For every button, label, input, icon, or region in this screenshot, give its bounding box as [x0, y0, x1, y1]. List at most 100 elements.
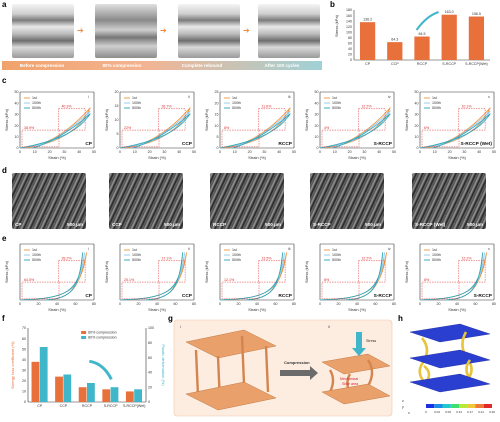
legend-label: 100th [432, 101, 441, 105]
scale-bar-label: 500 μm [467, 222, 483, 227]
y-tick-left: 30 [22, 368, 26, 372]
stress-strain-curve [419, 252, 485, 301]
colorbar-segment [483, 404, 492, 408]
legend-label: 500th [32, 258, 41, 262]
annotation-bottom: 6% [424, 126, 430, 130]
y-tick-label: 20 [315, 124, 319, 128]
legend-label: 1st [32, 248, 37, 252]
x-tick-label: CP [365, 62, 371, 66]
photo-after-100-cycles [258, 4, 320, 58]
roman-numeral: i [88, 247, 89, 251]
y-tick-right: 80 [148, 341, 152, 345]
x-axis-label: Strain (%) [348, 155, 366, 160]
x-tick-label: RCCP [82, 404, 93, 408]
colorbar-tick: 0.17 [467, 410, 473, 414]
colorbar-tick: 0 [425, 410, 427, 414]
colorbar-tick: 0.26 [489, 410, 495, 414]
legend-label: 500th [132, 106, 141, 110]
x-tick-label: 10 [433, 150, 437, 154]
x-tick-label: 50 [392, 150, 396, 154]
x-tick-label: 20 [448, 150, 452, 154]
legend-label: 1st [432, 248, 437, 252]
x-tick-label: 50 [492, 150, 496, 154]
stress-strain-curve [19, 113, 91, 149]
annotation-bottom: 12.1% [224, 278, 235, 282]
y-axis-label: Stress (kPa) [334, 14, 339, 37]
y-tick-label: 25 [215, 90, 219, 94]
x-tick-label: S-RCCP [104, 404, 118, 408]
y-tick-right: 100 [148, 326, 154, 330]
legend-label: 1st [232, 96, 237, 100]
x-tick-label: 60 [274, 302, 278, 306]
x-tick-label: 30 [262, 150, 266, 154]
arrow-icon: ➔ [160, 26, 167, 35]
annotation-top: 11.6% [261, 105, 272, 109]
y-axis-label: Stress (kPa) [404, 260, 409, 283]
y-axis-label: Stress (kPa) [404, 108, 409, 131]
y-tick-left: 70 [22, 326, 26, 330]
y-tick-label: 10 [15, 135, 19, 139]
y-tick-label: 5 [117, 132, 119, 136]
legend-label: 1st [132, 248, 137, 252]
legend-label: 1st [132, 96, 137, 100]
y-tick-label: 10 [215, 124, 219, 128]
plot-i: i CP Strain (%) Stress (kPa) 0 10 20 30 40 50 0 10 2… [4, 90, 96, 160]
y-tick-label: 0 [350, 58, 352, 62]
y-tick-label: 0 [117, 146, 119, 150]
sem-label: RCCP [213, 222, 227, 227]
x-tick-label: 40 [77, 150, 81, 154]
panel-letter-d: d [2, 166, 7, 175]
stress-strain-curve [219, 252, 287, 301]
legend-label: 100th [332, 253, 341, 257]
bar [134, 389, 142, 402]
colorbar-tick: 0.21 [478, 410, 484, 414]
x-axis-label: Strain (%) [348, 307, 366, 312]
plot-iv: iv S-RCCP Strain (%) Stress (kPa) 0 20 40 60 80 1… [304, 243, 396, 312]
roman-i: i [180, 325, 181, 329]
y-tick-label: 20 [415, 124, 419, 128]
x-tick-label: 0 [319, 150, 321, 154]
legend-label: 500th [232, 258, 241, 262]
bar-value-label: 163.0 [445, 10, 454, 14]
x-tick-label: 40 [55, 302, 59, 306]
roman-numeral: iii [288, 95, 291, 99]
plot-title: S-RCCP [374, 293, 393, 299]
bar [414, 36, 430, 60]
x-axis-label: Strain (%) [48, 307, 66, 312]
annotation-top: 13.5% [261, 257, 272, 261]
legend-label: 100th [232, 101, 241, 105]
plot-title: CCP [182, 293, 193, 299]
y-tick-label: 100 [346, 30, 352, 34]
x-tick-label: 0 [19, 302, 21, 306]
bar-value-label: 84.5 [419, 32, 426, 36]
x-tick-label: 0 [419, 302, 421, 306]
x-axis-label: Strain (%) [248, 307, 266, 312]
plot-title: RCCP [278, 293, 292, 299]
y-tick-left: 60 [22, 337, 26, 341]
bar-value-label: 64.3 [391, 38, 398, 42]
x-axis-label: Strain (%) [448, 307, 466, 312]
arrow-icon: ➔ [243, 26, 250, 35]
scale-bar-label: 500 μm [265, 222, 281, 227]
x-tick-label: 10 [133, 150, 137, 154]
mechanical-label: Mechanical [340, 377, 358, 381]
bar [387, 42, 403, 60]
x-tick-label: 50 [292, 150, 296, 154]
x-tick-label: 40 [277, 150, 281, 154]
legend-label: 60% compression [88, 331, 117, 335]
panel-letter-g: g [168, 314, 173, 323]
x-tick-label: 10 [333, 150, 337, 154]
x-tick-label: 40 [177, 150, 181, 154]
scale-bar-label: 500 μm [67, 222, 83, 227]
arrow-icon: ➔ [77, 26, 84, 35]
y-tick-left: 0 [24, 400, 26, 404]
bar [39, 347, 48, 402]
y-tick-label: 0 [17, 146, 19, 150]
y-axis-label: Stress (kPa) [104, 108, 109, 131]
annotation-bottom: 8% [224, 126, 230, 130]
x-tick-label: 0 [319, 302, 321, 306]
axis-label-y: y [402, 405, 404, 409]
plot-i: i CP Strain (%) Stress (kPa) 0 20 40 60 80 1st100… [4, 243, 96, 312]
annotation-bottom: 8% [324, 278, 330, 282]
x-tick-label: CCP [60, 404, 68, 408]
